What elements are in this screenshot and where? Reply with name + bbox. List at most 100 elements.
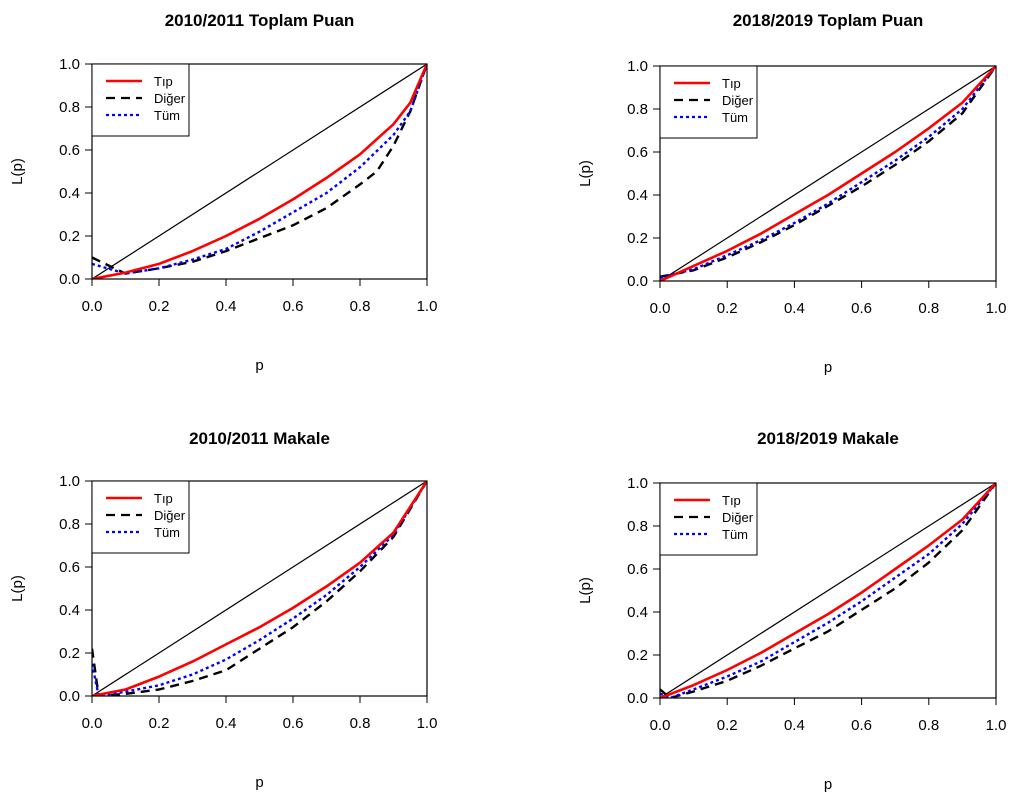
- x-tick-label: 0.0: [82, 298, 103, 315]
- y-tick-label: 0.6: [59, 142, 80, 159]
- x-tick-label: 1.0: [417, 298, 438, 315]
- y-tick-label: 0.0: [59, 688, 80, 705]
- y-tick-label: 1.0: [59, 56, 80, 73]
- equality-line: [92, 481, 427, 696]
- x-tick-label: 0.6: [851, 300, 872, 317]
- y-tick-label: 1.0: [627, 58, 648, 75]
- x-axis-label: p: [824, 776, 832, 793]
- legend: Tıp Diğer Tüm: [91, 480, 190, 554]
- legend-label-3: Tüm: [722, 527, 748, 542]
- y-tick-label: 0.4: [59, 602, 80, 619]
- y-tick-label: 0.0: [627, 273, 648, 290]
- legend-box: [659, 482, 758, 556]
- x-tick-label: 0.8: [350, 715, 371, 732]
- legend: Tıp Diğer Tüm: [659, 65, 758, 139]
- x-tick-label: 0.6: [283, 715, 304, 732]
- series-line-2: [660, 66, 996, 278]
- x-tick-label: 0.6: [851, 717, 872, 734]
- legend-box: [91, 63, 190, 137]
- y-tick-label: 0.8: [59, 516, 80, 533]
- series-line-2: [92, 481, 427, 696]
- chart-title: 2010/2011 Toplam Puan: [165, 11, 355, 30]
- chart-panel-2: 2018/2019 Toplam Puan 0.0 0.2 0.4 0.6 0.8 1.0 0…: [577, 11, 1006, 376]
- y-tick-label: 0.6: [627, 561, 648, 578]
- x-tick-label: 1.0: [986, 300, 1007, 317]
- plot-frame: [91, 63, 428, 280]
- x-tick-label: 0.0: [82, 715, 103, 732]
- y-axis-label: L(p): [9, 158, 26, 185]
- y-tick-label: 0.0: [59, 271, 80, 288]
- legend-label-2: Diğer: [722, 510, 754, 525]
- x-tick-label: 0.6: [283, 298, 304, 315]
- x-tick-label: 1.0: [417, 715, 438, 732]
- chart-title: 2018/2019 Toplam Puan: [733, 11, 924, 30]
- x-tick-label: 0.4: [784, 300, 805, 317]
- x-tick-label: 0.0: [650, 717, 671, 734]
- y-tick-label: 1.0: [627, 475, 648, 492]
- y-tick-label: 0.8: [627, 101, 648, 118]
- x-tick-label: 0.2: [717, 300, 738, 317]
- x-tick-label: 0.2: [149, 298, 170, 315]
- y-tick-label: 0.4: [627, 604, 648, 621]
- y-axis-label: L(p): [9, 575, 26, 602]
- equality-line: [660, 66, 996, 281]
- x-tick-label: 0.2: [149, 715, 170, 732]
- x-tick-label: 0.8: [350, 298, 371, 315]
- legend-label-3: Tüm: [154, 108, 180, 123]
- plot-frame: [659, 482, 997, 699]
- y-tick-label: 0.4: [59, 185, 80, 202]
- y-tick-label: 0.6: [627, 144, 648, 161]
- series-line-1: [660, 483, 996, 698]
- legend-label-3: Tüm: [154, 525, 180, 540]
- chart-panel-1: 2010/2011 Toplam Puan 0.0 0.2 0.4 0.6 0.8 1.0 0…: [9, 11, 437, 374]
- y-tick-label: 0.2: [59, 645, 80, 662]
- legend-label-2: Diğer: [154, 508, 186, 523]
- legend-box: [91, 480, 190, 554]
- y-axis-label: L(p): [577, 577, 594, 604]
- x-tick-label: 0.4: [784, 717, 805, 734]
- chart-title: 2018/2019 Makale: [757, 429, 899, 448]
- y-tick-label: 0.2: [59, 228, 80, 245]
- x-axis-label: p: [824, 359, 832, 376]
- equality-line: [660, 483, 996, 698]
- y-axis-label: L(p): [577, 160, 594, 187]
- series-line-3: [660, 483, 996, 698]
- y-tick-label: 0.8: [627, 518, 648, 535]
- y-tick-label: 1.0: [59, 473, 80, 490]
- legend-label-1: Tıp: [722, 493, 741, 508]
- chart-panel-4: 2018/2019 Makale 0.0 0.2 0.4 0.6 0.8 1.0 0.0 0.2…: [577, 429, 1006, 793]
- legend: Tıp Diğer Tüm: [659, 482, 758, 556]
- legend-label-2: Diğer: [722, 93, 754, 108]
- legend-label-2: Diğer: [154, 91, 186, 106]
- x-tick-label: 0.2: [717, 717, 738, 734]
- x-tick-label: 1.0: [986, 717, 1007, 734]
- legend-label-3: Tüm: [722, 110, 748, 125]
- x-tick-label: 0.4: [216, 715, 237, 732]
- equality-line: [92, 64, 427, 279]
- series-line-1: [92, 481, 427, 696]
- y-tick-label: 0.2: [627, 647, 648, 664]
- x-axis-label: p: [255, 774, 263, 791]
- series-line-3: [660, 66, 996, 279]
- series-line-2: [660, 483, 996, 698]
- chart-title: 2010/2011 Makale: [189, 429, 330, 448]
- series-line-1: [92, 64, 427, 279]
- y-tick-label: 0.8: [59, 99, 80, 116]
- x-tick-label: 0.0: [650, 300, 671, 317]
- x-tick-label: 0.8: [918, 300, 939, 317]
- chart-panel-3: 2010/2011 Makale 0.0 0.2 0.4 0.6 0.8 1.0 0.0 0.2…: [9, 429, 437, 791]
- plot-frame: [659, 65, 997, 282]
- x-tick-label: 0.8: [918, 717, 939, 734]
- y-tick-label: 0.4: [627, 187, 648, 204]
- series-line-3: [92, 481, 427, 696]
- legend: Tıp Diğer Tüm: [91, 63, 190, 137]
- legend-box: [659, 65, 758, 139]
- series-line-1: [660, 66, 996, 281]
- legend-label-1: Tıp: [722, 76, 741, 91]
- plot-frame: [91, 480, 428, 697]
- x-tick-label: 0.4: [216, 298, 237, 315]
- y-tick-label: 0.6: [59, 559, 80, 576]
- series-line-2: [92, 64, 427, 275]
